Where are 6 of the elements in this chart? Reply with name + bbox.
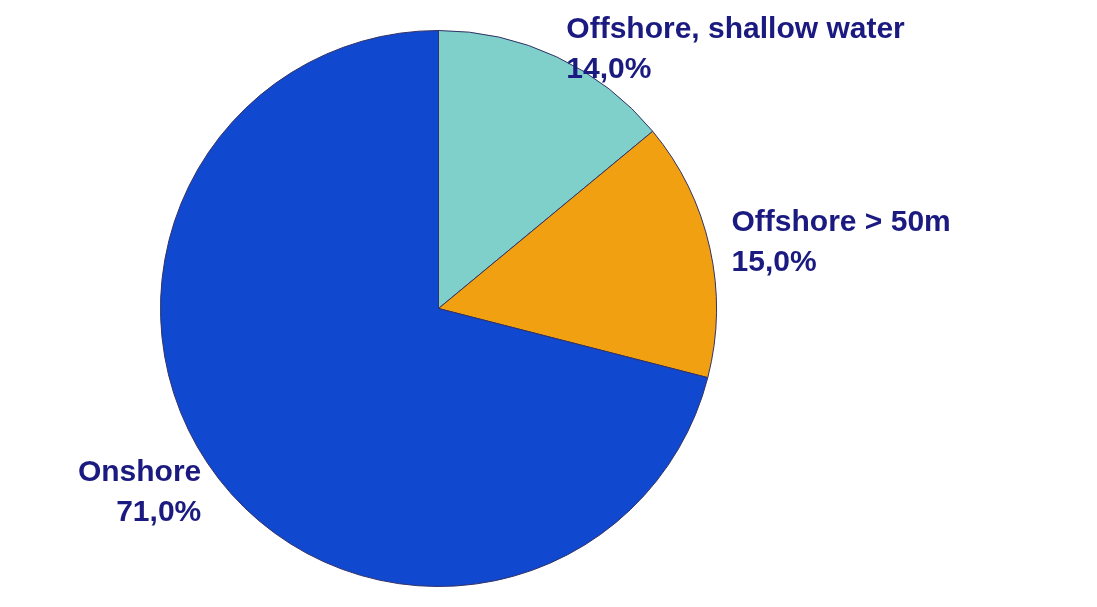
slice-label: Onshore: [77, 453, 202, 487]
data-label: 14,0%: [566, 51, 652, 85]
slice-label: Offshore > 50m: [731, 204, 951, 238]
data-label: 71,0%: [116, 493, 202, 527]
data-label: 15,0%: [731, 244, 817, 278]
slice-label: Offshore, shallow water: [566, 11, 906, 45]
